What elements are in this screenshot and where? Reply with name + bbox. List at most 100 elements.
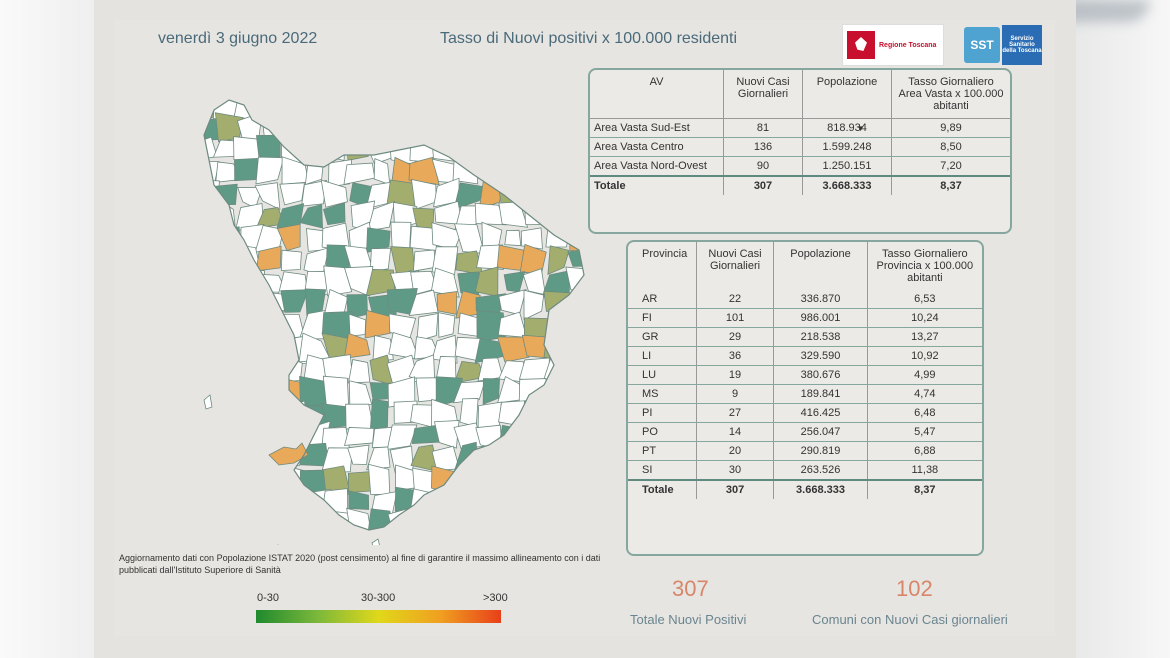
municipality-area: [564, 140, 584, 161]
prov-row-cases: 20: [695, 441, 774, 461]
prov-row-pop: 380.676: [773, 365, 868, 385]
municipality-area: [388, 331, 420, 360]
av-row-pop: 1.599.248: [802, 137, 892, 157]
municipality-area: [453, 513, 479, 530]
av-row-name: Area Vasta Sud-Est: [590, 118, 724, 138]
sst-logo: SST Servizio Sanitario della Toscana: [964, 24, 1044, 66]
prov-row-rate: 10,92: [866, 346, 982, 366]
municipality-area: [480, 112, 502, 144]
av-row-pop: 1.250.151: [802, 156, 892, 177]
municipality-area: [476, 445, 506, 468]
municipality-area: [565, 450, 584, 475]
table-row: AR 22 336.870 6,53: [628, 290, 982, 309]
prov-row-cases: 101: [695, 308, 774, 328]
municipality-area: [434, 532, 459, 545]
municipality-area: [411, 424, 440, 444]
prov-total-label: Totale: [642, 484, 674, 496]
av-total-cases: 307: [723, 176, 803, 195]
municipality-area: [255, 331, 286, 364]
municipality-area: [519, 490, 551, 515]
table-row: Area Vasta Nord-Ovest 90 1.250.151 7,20: [590, 156, 1010, 177]
av-total-pop: 3.668.333: [802, 176, 892, 195]
municipality-area: [543, 113, 569, 141]
municipality-area: [204, 265, 218, 292]
municipality-area: [411, 178, 437, 210]
sst-mark: SST: [964, 27, 1000, 63]
municipality-area: [320, 179, 348, 208]
municipality-area: [543, 334, 573, 362]
municipality-area: [497, 336, 530, 363]
municipality-area: [262, 491, 285, 515]
municipality-area: [498, 492, 530, 517]
municipality-area: [476, 465, 506, 496]
municipality-area: [436, 291, 458, 315]
municipality-area: [591, 377, 594, 405]
municipality-area: [347, 359, 371, 384]
legend-high: >300: [483, 592, 508, 604]
municipality-area: [304, 160, 324, 186]
municipality-area: [347, 444, 370, 465]
prov-row-cases: 22: [695, 290, 774, 309]
prov-row-rate: 4,99: [866, 365, 982, 385]
municipality-area: [519, 100, 550, 117]
municipality-area: [523, 400, 550, 428]
prov-total-pop: 3.668.333: [773, 480, 868, 499]
municipality-area: [453, 223, 485, 255]
table-row: LI 36 329.590 10,92: [628, 346, 982, 366]
municipality-area: [503, 271, 526, 293]
sort-desc-icon[interactable]: ▼: [856, 124, 865, 133]
municipality-area: [522, 117, 550, 136]
sst-logo-text: Servizio Sanitario della Toscana: [1002, 25, 1042, 65]
municipality-area: [213, 486, 242, 516]
municipality-area: [194, 532, 215, 545]
municipality-area: [232, 489, 258, 516]
municipality-area: [480, 532, 503, 545]
municipality-area: [343, 162, 376, 185]
prov-row-cases: 29: [695, 327, 774, 347]
municipality-area: [498, 100, 528, 114]
municipality-area: [416, 313, 439, 342]
municipality-area: [366, 227, 391, 254]
municipality-area: [409, 516, 439, 530]
table-row: SI 30 263.526 11,38: [628, 460, 982, 481]
table-row: LU 19 380.676 4,99: [628, 365, 982, 385]
prov-header-pop: Popolazione: [773, 242, 868, 290]
municipality-area: [477, 159, 505, 180]
municipality-area: [367, 463, 391, 495]
municipality-area: [587, 494, 594, 512]
prov-row-code: LI: [628, 346, 697, 366]
prov-row-pop: 986.001: [773, 308, 868, 328]
municipality-area: [255, 397, 287, 430]
municipality-area: [586, 316, 594, 336]
municipality-area: [438, 312, 456, 338]
municipality-area: [520, 227, 543, 250]
municipality-area: [564, 508, 584, 530]
prov-row-code: AR: [628, 290, 697, 309]
municipality-area: [212, 514, 241, 530]
municipality-area: [499, 508, 523, 530]
prov-row-code: SI: [628, 460, 697, 481]
municipality-area: [211, 294, 241, 320]
municipality-area: [233, 466, 262, 493]
municipality-area: [282, 485, 308, 517]
municipality-area: [344, 100, 374, 120]
slide: venerdì 3 giugno 2022 Tasso di Nuovi pos…: [94, 0, 1076, 658]
background-right: [1070, 0, 1170, 658]
municipality-area: [277, 100, 303, 122]
provincia-table: Provincia Nuovi Casi Giornalieri Popolaz…: [626, 240, 984, 556]
municipality-area: [234, 444, 260, 469]
municipality-area: [430, 267, 460, 298]
table-row: PO 14 256.047 5,47: [628, 422, 982, 442]
municipality-area: [343, 332, 371, 359]
prov-header-cases: Nuovi Casi Giornalieri: [695, 242, 774, 290]
prov-row-pop: 290.819: [773, 441, 868, 461]
municipality-area: [281, 156, 310, 185]
municipality-area: [256, 100, 283, 117]
municipality-area: [364, 115, 391, 142]
municipality-area: [483, 133, 500, 160]
municipality-area: [542, 536, 572, 545]
municipality-area: [215, 339, 239, 357]
av-row-name: Area Vasta Nord-Ovest: [590, 156, 724, 177]
municipality-area: [498, 400, 528, 427]
prov-row-rate: 13,27: [866, 327, 982, 347]
